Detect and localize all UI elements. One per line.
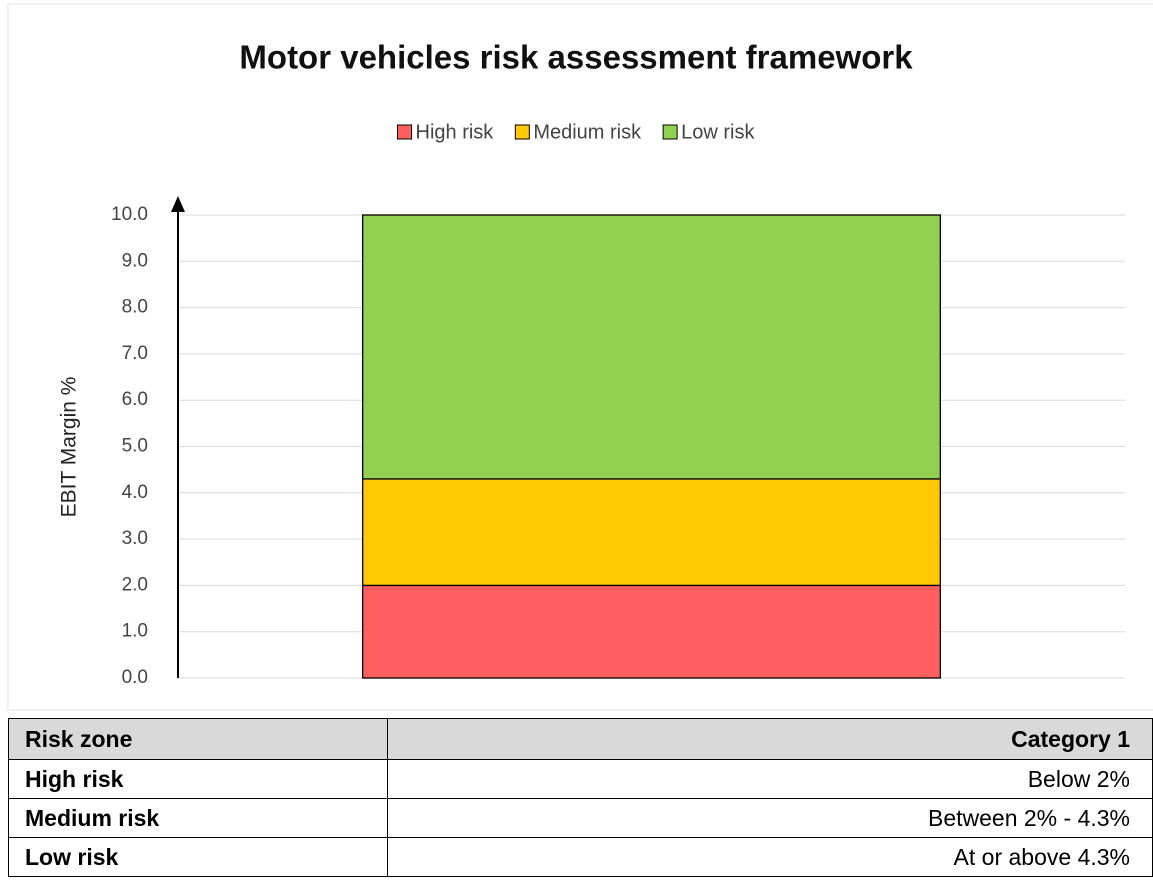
y-tick-label: 10.0 [111, 204, 148, 225]
bar-segment [362, 478, 941, 587]
legend: High risk Medium risk Low risk [397, 121, 755, 143]
table-row: Medium risk Between 2% - 4.3% [8, 798, 1153, 838]
legend-label: Medium risk [533, 121, 642, 143]
legend-swatch [397, 124, 413, 140]
legend-swatch [514, 124, 530, 140]
y-tick-label: 9.0 [122, 250, 148, 271]
legend-label: Low risk [681, 121, 755, 143]
axis-arrow [171, 196, 185, 212]
chart: Motor vehicles risk assessment framework… [7, 3, 1153, 711]
y-tick-label: 4.0 [122, 482, 148, 503]
cell: Low risk [8, 837, 388, 877]
header-cell: Category 1 [387, 718, 1153, 760]
y-tick-label: 0.0 [122, 667, 148, 688]
y-tick-label: 8.0 [122, 297, 148, 318]
y-tick-label: 1.0 [122, 621, 148, 642]
cell: Between 2% - 4.3% [387, 798, 1153, 838]
chart-title: Motor vehicles risk assessment framework [239, 39, 913, 76]
table-header: Risk zone Category 1 [8, 718, 1153, 760]
y-tick-label: 3.0 [122, 528, 148, 549]
y-tick-label: 5.0 [122, 436, 148, 457]
legend-label: High risk [416, 121, 495, 143]
chart-frame [7, 3, 1153, 711]
y-axis-label: EBIT Margin % [58, 377, 81, 518]
bars [362, 214, 941, 679]
cell: At or above 4.3% [387, 837, 1153, 877]
table-row: Low risk At or above 4.3% [8, 837, 1153, 877]
cell: High risk [8, 759, 388, 799]
header-cell: Risk zone [8, 718, 388, 760]
y-tick-label: 2.0 [122, 574, 148, 595]
cell: Below 2% [387, 759, 1153, 799]
y-tick-label: 7.0 [122, 343, 148, 364]
legend-swatch [662, 124, 678, 140]
risk-table: Risk zone Category 1 High risk Below 2% M… [8, 718, 1153, 877]
cell: Medium risk [8, 798, 388, 838]
bar-segment [362, 214, 941, 480]
table-row: High risk Below 2% [8, 759, 1153, 799]
bar-segment [362, 584, 941, 679]
y-tick-label: 6.0 [122, 389, 148, 410]
